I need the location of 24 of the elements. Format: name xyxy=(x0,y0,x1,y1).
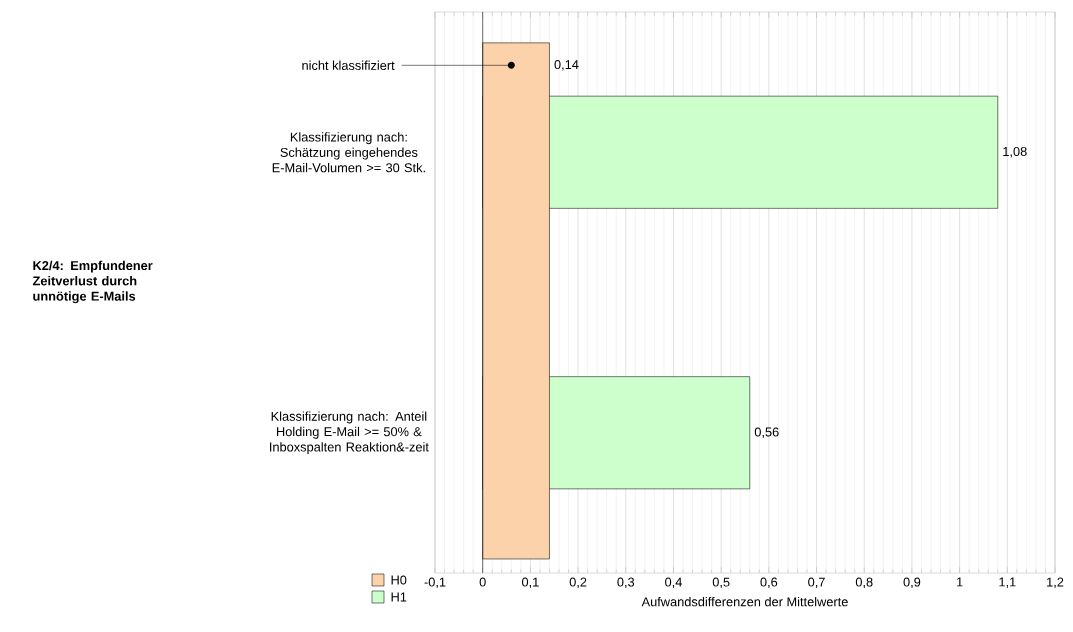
legend-label: H0 xyxy=(391,575,407,585)
data-label: 0,56 xyxy=(754,427,779,439)
x-tick-label: 1,1 xyxy=(999,577,1016,588)
x-tick-label: 0,3 xyxy=(617,577,635,589)
x-tick-label: 0,8 xyxy=(855,577,873,589)
x-tick-label: 0,9 xyxy=(903,577,921,589)
x-axis-title: Aufwandsdifferenzen der Mittelwerte xyxy=(641,596,848,607)
x-tick-label: 0,4 xyxy=(665,577,682,589)
x-tick-label: 0,6 xyxy=(760,577,778,589)
x-tick-label: 0,5 xyxy=(712,577,730,589)
x-tick-label: 1 xyxy=(957,577,963,587)
y-tick-label: Klassifizierung nach: Anteil Holding E-Mail >= 50% & Inboxspalten Reaktion&-zeit xyxy=(270,411,429,455)
annotation: 0,14 xyxy=(554,60,579,71)
text: K2/4: Empfundener Zeitverlust durch unnötige E-Mails xyxy=(32,260,153,304)
data-label: 1,08 xyxy=(1003,146,1027,158)
y-tick-label: Klassifizierung nach: Schätzung eingehendes E-Mail-Volumen >= 30 Stk. xyxy=(272,132,425,173)
x-tick-label: 0,2 xyxy=(569,577,587,589)
x-tick-label: 0,1 xyxy=(522,577,539,589)
x-tick-label: 1,2 xyxy=(1047,577,1064,589)
x-tick-label: 0,7 xyxy=(808,577,825,589)
legend-label: H1 xyxy=(391,592,407,602)
x-tick-label: -0,1 xyxy=(424,577,446,589)
annotation: nicht klassifiziert xyxy=(302,60,395,70)
x-tick-label: 0 xyxy=(479,577,486,587)
